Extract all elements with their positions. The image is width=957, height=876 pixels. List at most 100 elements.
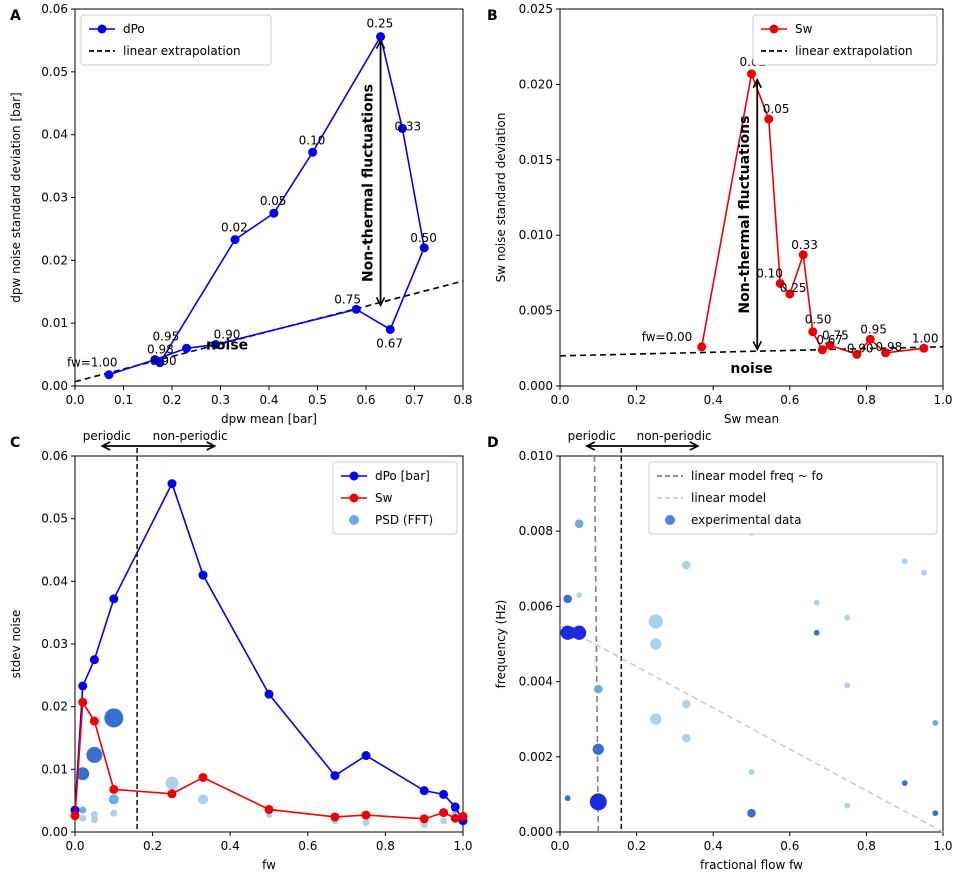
sw-point <box>264 804 274 814</box>
extrapolation-line <box>559 345 944 357</box>
point-label: fw=0.00 <box>642 330 693 344</box>
periodic-label: periodic <box>83 429 131 443</box>
noise-label: noise <box>206 338 248 354</box>
dpo-point <box>211 340 221 350</box>
y-tick-label: 0.000 <box>519 825 553 839</box>
psd-point <box>362 819 370 827</box>
point-label: 0.90 <box>150 354 177 368</box>
psd-point <box>108 794 119 805</box>
x-tick-label: 0.5 <box>308 393 327 407</box>
sw-point <box>764 114 774 124</box>
non-thermal-label: Non-thermal fluctuations <box>361 84 377 282</box>
legend-box <box>332 461 458 535</box>
point-label: 0.02 <box>221 221 248 235</box>
legend-label: PSD (FFT) <box>375 513 433 527</box>
panel-c: 0.0 0.2 0.4 0.6 0.8 1.0 0.00 0.01 0.02 0.03 0.04 0.… <box>9 429 473 872</box>
point-label: 0.10 <box>299 133 326 147</box>
x-tick-label: 1.0 <box>933 839 952 853</box>
x-tick-label: 0.2 <box>627 839 646 853</box>
x-tick-label: 0.0 <box>550 839 569 853</box>
x-tick-label: 0.4 <box>704 393 723 407</box>
sw-point <box>852 349 862 359</box>
legend-dot <box>665 515 675 525</box>
arrow-head-down <box>752 340 762 352</box>
dpo-point <box>397 123 407 133</box>
x-tick-label: 0.6 <box>780 839 799 853</box>
sw-point <box>70 811 80 821</box>
psd-point <box>110 809 118 817</box>
y-tick-label: 0.010 <box>519 228 553 242</box>
point-label: 0.90 <box>214 328 241 342</box>
model-freq-fo-line <box>593 455 600 833</box>
y-tick-label: 0.020 <box>519 77 553 91</box>
point-label: 0.67 <box>816 333 843 347</box>
y-axis-label: stdev noise <box>9 610 23 679</box>
experimental-point <box>576 592 583 599</box>
y-tick-label: 0.05 <box>41 512 68 526</box>
non-thermal-label: Non-thermal fluctuations <box>737 116 753 314</box>
regime-arrow-left <box>100 441 111 451</box>
non-periodic-label: non-periodic <box>153 429 228 443</box>
experimental-point <box>592 743 604 755</box>
y-tick-label: 0.006 <box>519 599 553 613</box>
y-tick-label: 0.005 <box>519 304 553 318</box>
experimental-point <box>648 614 663 629</box>
y-tick-label: 0.03 <box>41 191 68 205</box>
experimental-point <box>650 713 662 725</box>
panel-letter: C <box>10 435 20 451</box>
experimental-point <box>650 638 662 650</box>
dpo-point <box>109 594 119 604</box>
dpo-point <box>104 370 114 380</box>
legend-marker <box>349 471 359 481</box>
y-tick-label: 0.00 <box>41 825 68 839</box>
sw-point <box>825 340 835 350</box>
legend-box <box>80 14 272 66</box>
point-label: 0.50 <box>805 313 832 327</box>
y-axis-label: dpw noise standard deviation [bar] <box>9 92 23 303</box>
x-tick-label: 0.6 <box>356 393 375 407</box>
y-tick-label: 0.06 <box>41 449 68 463</box>
dpo-point <box>182 343 192 353</box>
legend-label: linear model freq ~ fo <box>691 469 823 483</box>
point-label: 0.98 <box>876 340 903 354</box>
point-label: 0.50 <box>410 231 437 245</box>
x-tick-label: 0.0 <box>550 393 569 407</box>
experimental-point <box>844 682 851 689</box>
y-axis-label: Sw noise standard deviation <box>494 113 508 283</box>
dpo-point <box>351 304 361 314</box>
legend-marker <box>349 493 359 503</box>
legend-label: linear extrapolation <box>123 44 241 58</box>
x-axis-label: Sw mean <box>724 412 779 426</box>
dpo-point <box>230 235 240 245</box>
y-tick-label: 0.015 <box>519 153 553 167</box>
plot-frame <box>559 455 944 833</box>
experimental-point <box>682 699 691 709</box>
psd-point <box>86 746 103 763</box>
y-tick-label: 0.02 <box>41 253 68 267</box>
dpo-point <box>198 570 208 580</box>
sw-point <box>439 808 449 818</box>
experimental-point <box>920 569 927 576</box>
dpo-point <box>330 771 340 781</box>
dpo-point <box>89 655 99 665</box>
experimental-point <box>682 560 691 570</box>
legend-label: linear model <box>691 491 766 505</box>
psd-point <box>90 815 98 823</box>
experimental-point <box>682 733 691 743</box>
psd-point <box>79 806 87 814</box>
panel-a: 0.0 0.1 0.2 0.3 0.4 0.5 0.6 0.7 0.8 0.00 0.01 0.02 0… <box>9 2 473 426</box>
regime-arrow-right <box>206 441 217 451</box>
panel-letter: A <box>10 8 21 24</box>
x-tick-label: 0.8 <box>453 393 472 407</box>
experimental-point <box>813 629 820 636</box>
plot-frame <box>559 8 944 387</box>
y-tick-label: 0.03 <box>41 637 68 651</box>
x-tick-label: 0.7 <box>405 393 424 407</box>
x-axis-label: fractional flow fw <box>700 858 803 872</box>
y-tick-label: 0.05 <box>41 65 68 79</box>
experimental-point <box>844 614 851 621</box>
sw-point <box>881 348 891 358</box>
sw-point <box>78 697 88 707</box>
x-tick-label: 0.8 <box>857 393 876 407</box>
